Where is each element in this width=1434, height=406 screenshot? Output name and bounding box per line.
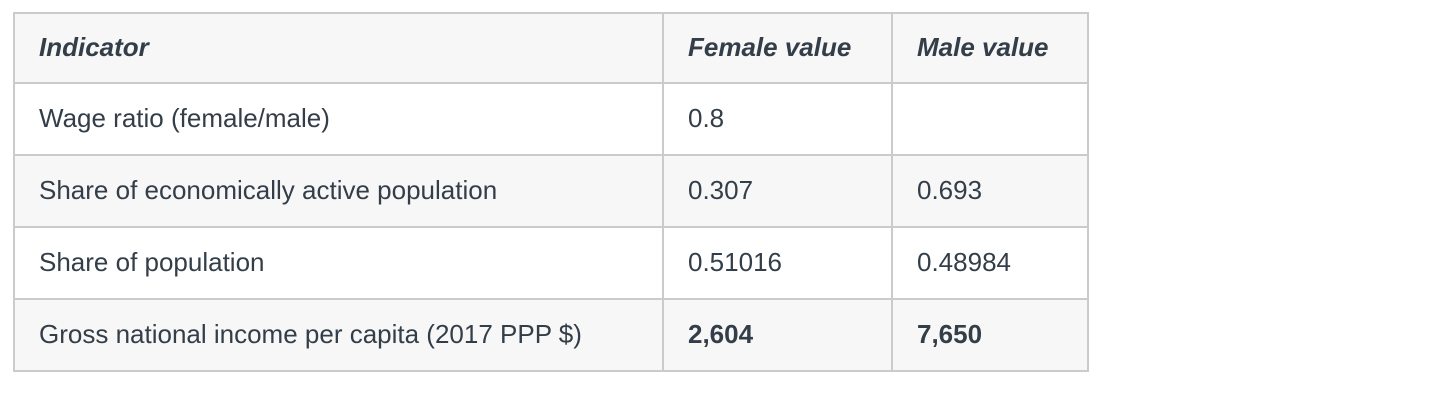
table-row-share-of-population: Share of population 0.51016 0.48984	[13, 226, 1089, 300]
female-value-cell: 0.51016	[662, 226, 893, 300]
indicator-cell: Share of population	[13, 226, 664, 300]
table-row-economically-active: Share of economically active population …	[13, 154, 1089, 228]
table-row-gni-per-capita: Gross national income per capita (2017 P…	[13, 298, 1089, 372]
indicator-cell: Share of economically active population	[13, 154, 664, 228]
female-value-cell: 0.307	[662, 154, 893, 228]
column-header-male-value: Male value	[891, 12, 1089, 84]
male-value-cell	[891, 82, 1089, 156]
female-value-cell: 0.8	[662, 82, 893, 156]
male-value-cell: 0.693	[891, 154, 1089, 228]
indicator-cell: Gross national income per capita (2017 P…	[13, 298, 664, 372]
male-value-cell: 0.48984	[891, 226, 1089, 300]
indicator-cell: Wage ratio (female/male)	[13, 82, 664, 156]
table-row-wage-ratio: Wage ratio (female/male) 0.8	[13, 82, 1089, 156]
column-header-female-value: Female value	[662, 12, 893, 84]
column-header-indicator: Indicator	[13, 12, 664, 84]
header-row: Indicator Female value Male value	[13, 12, 1089, 84]
female-value-cell: 2,604	[662, 298, 893, 372]
male-value-cell: 7,650	[891, 298, 1089, 372]
gender-indicators-table: Indicator Female value Male value Wage r…	[13, 12, 1089, 372]
